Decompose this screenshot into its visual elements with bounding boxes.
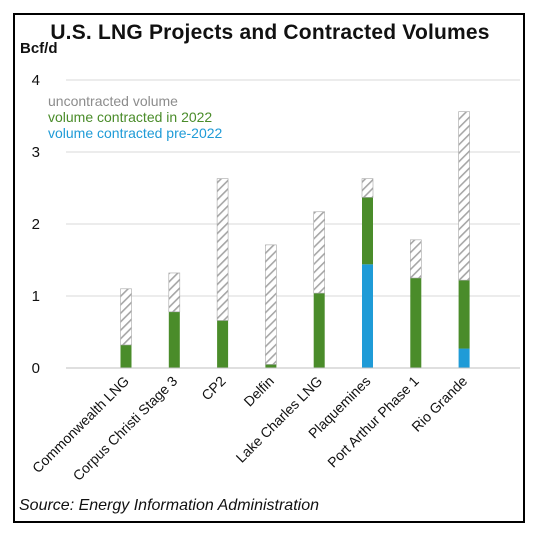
bar-segment xyxy=(313,293,325,368)
x-tick-label: Lake Charles LNG xyxy=(233,373,326,466)
bar-segment xyxy=(120,288,132,346)
x-tick-label: Delfin xyxy=(240,373,277,410)
y-axis-label: Bcf/d xyxy=(20,40,58,57)
bars xyxy=(120,111,470,368)
legend-entry: volume contracted in 2022 xyxy=(48,109,212,125)
chart-title: U.S. LNG Projects and Contracted Volumes xyxy=(50,21,490,44)
legend-entry: uncontracted volume xyxy=(48,93,178,109)
bar-segment xyxy=(458,348,470,368)
bar-segment xyxy=(120,344,132,368)
y-tick-label: 1 xyxy=(32,288,40,305)
source-note: Source: Energy Information Administratio… xyxy=(19,497,319,514)
x-tick-label: CP2 xyxy=(198,373,229,404)
gridlines xyxy=(66,79,520,297)
y-tick-label: 3 xyxy=(32,144,40,161)
y-tick-label: 2 xyxy=(32,216,40,233)
chart-frame xyxy=(13,13,525,523)
bar-segment xyxy=(458,280,470,349)
bar-segment xyxy=(362,264,373,368)
bar-segment xyxy=(409,239,422,279)
bar-segment xyxy=(362,197,373,265)
y-tick-label: 0 xyxy=(32,360,40,377)
bar-segment xyxy=(410,278,422,368)
bar-segment xyxy=(216,178,229,321)
bar-segment xyxy=(168,311,180,368)
bar-segment xyxy=(168,272,181,313)
bar-segment xyxy=(217,320,229,368)
bar-segment xyxy=(265,244,277,365)
y-tick-label: 4 xyxy=(32,72,40,89)
x-tick-label: Port Arthur Phase 1 xyxy=(324,373,422,471)
bar-segment xyxy=(458,111,470,281)
bar-segment xyxy=(361,178,374,198)
bar-segment xyxy=(265,364,277,368)
bar-segment xyxy=(313,211,326,294)
legend-entry: volume contracted pre-2022 xyxy=(48,125,223,141)
